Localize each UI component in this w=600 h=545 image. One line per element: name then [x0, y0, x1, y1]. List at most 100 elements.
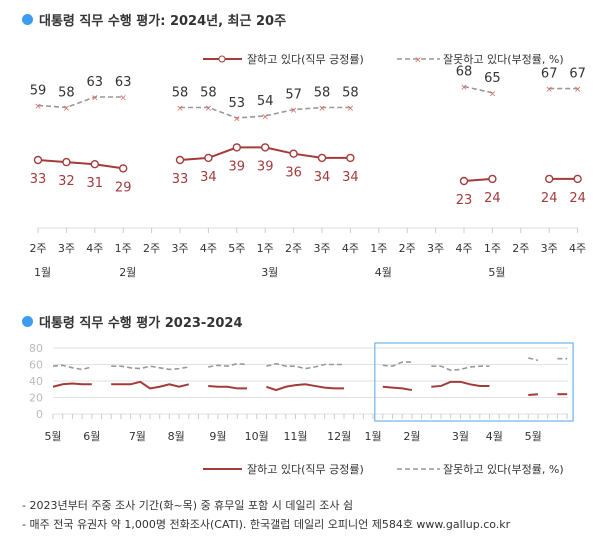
- legend-positive-label: 잘하고 있다(직무 긍정률): [247, 52, 364, 66]
- x-week-label: 2주: [512, 242, 529, 255]
- series-line-negative: [208, 362, 248, 368]
- x-week-label: 4주: [86, 242, 103, 255]
- data-label-positive: 32: [58, 174, 75, 189]
- data-point-positive: [90, 159, 100, 169]
- series-line-positive: [463, 177, 493, 182]
- data-point-positive: [317, 153, 327, 163]
- legend-positive-label: 잘하고 있다(직무 긍정률): [247, 462, 364, 476]
- x-month-label: 12월: [327, 430, 351, 443]
- data-point-positive: [232, 143, 242, 152]
- note-1: - 2023년부터 주중 조사 기간(화~목) 중 휴무일 포함 시 데일리 조…: [22, 499, 354, 512]
- x-month-label: 9월: [209, 430, 226, 443]
- data-label-negative: 57: [285, 88, 302, 103]
- x-week-label: 3주: [313, 242, 330, 255]
- x-week-label: 1주: [484, 242, 501, 255]
- x-week-label: 2주: [29, 242, 46, 255]
- data-label-negative: 63: [115, 75, 132, 90]
- data-label-negative: 58: [314, 86, 331, 101]
- x-week-label: 3주: [58, 242, 75, 255]
- data-label-positive: 31: [87, 176, 104, 191]
- data-point-positive: [204, 153, 213, 163]
- x-month-label: 11월: [283, 430, 307, 443]
- bullet-dot-icon: [22, 316, 33, 327]
- x-week-label: 3주: [427, 242, 444, 255]
- x-month-label: 8월: [168, 430, 185, 443]
- y-tick-label: 80: [29, 342, 43, 355]
- x-month-label: 5월: [44, 430, 61, 443]
- data-point-negative: ×: [63, 104, 71, 114]
- series-line-positive: [431, 380, 490, 388]
- x-week-label: 4주: [455, 242, 472, 255]
- data-label-positive: 23: [456, 193, 473, 208]
- x-month-label: 4월: [486, 430, 503, 443]
- data-label-positive: 39: [229, 159, 246, 174]
- data-label-positive: 33: [30, 172, 47, 187]
- series-line-negative: [528, 357, 539, 362]
- data-point-negative: ×: [176, 104, 184, 114]
- legend-negative-label: 잘못하고 있다(부정률, %): [443, 52, 564, 66]
- data-label-positive: 24: [484, 191, 501, 206]
- series-line-negative: [180, 106, 351, 119]
- x-month-label: 3월: [452, 430, 469, 443]
- x-month-label: 6월: [83, 430, 100, 443]
- x-week-label: 4주: [200, 242, 217, 255]
- x-week-label: 3주: [171, 242, 188, 255]
- series-line-negative: [266, 362, 344, 370]
- highlight-box-recent-20-weeks: [374, 342, 574, 422]
- data-label-negative: 53: [229, 96, 246, 111]
- note-2: - 매주 전국 유권자 약 1,000명 전화조사(CATI). 한국갤럽 데일…: [22, 518, 511, 531]
- series-line-negative: [37, 96, 124, 109]
- data-point-negative: ×: [205, 104, 213, 114]
- data-point-negative: ×: [119, 94, 127, 104]
- series-line-negative: [52, 364, 92, 371]
- series-line-positive: [111, 380, 190, 390]
- data-label-positive: 33: [172, 172, 189, 187]
- data-label-negative: 65: [484, 71, 501, 86]
- data-label-negative: 58: [342, 86, 359, 101]
- x-month-label: 2월: [119, 266, 136, 279]
- x-month-label: 1월: [34, 266, 51, 279]
- data-label-negative: 67: [569, 67, 586, 82]
- y-tick-label: 20: [29, 392, 43, 405]
- chart-1-title-text: 대통령 직무 수행 평가: 2024년, 최근 20주: [39, 14, 287, 29]
- x-week-label: 1주: [370, 242, 387, 255]
- data-point-negative: ×: [233, 115, 241, 125]
- data-point-positive: [346, 153, 355, 163]
- data-label-positive: 36: [285, 166, 302, 181]
- series-line-positive: [528, 393, 539, 397]
- x-month-label: 10월: [245, 430, 269, 443]
- x-month-label: 2월: [403, 430, 420, 443]
- data-point-negative: ×: [318, 104, 326, 114]
- data-point-negative: ×: [34, 102, 42, 112]
- series-line-negative: [111, 365, 189, 371]
- data-point-negative: ×: [347, 104, 355, 114]
- x-month-label: 4월: [375, 266, 392, 279]
- x-week-label: 4주: [342, 242, 359, 255]
- data-label-negative: 58: [200, 86, 217, 101]
- data-point-positive: [118, 164, 128, 173]
- x-week-label: 2주: [285, 242, 302, 255]
- x-month-label: 3월: [261, 266, 278, 279]
- data-label-negative: 63: [87, 75, 104, 90]
- data-point-positive: [545, 174, 554, 184]
- data-point-negative: ×: [545, 85, 553, 95]
- data-point-negative: ×: [460, 83, 468, 93]
- data-label-positive: 24: [569, 191, 586, 206]
- x-week-label: 1주: [257, 242, 274, 255]
- data-point-negative: ×: [261, 112, 269, 122]
- data-point-negative: ×: [91, 94, 99, 104]
- series-line-positive: [266, 383, 344, 392]
- x-week-label: 1주: [115, 242, 132, 255]
- x-week-label: 3주: [541, 242, 558, 255]
- data-point-positive: [33, 155, 43, 165]
- x-week-label: 2주: [399, 242, 416, 255]
- series-line-negative: [431, 365, 490, 372]
- chart-2-title-text: 대통령 직무 수행 평가 2023-2024: [39, 316, 243, 331]
- x-week-label: 5주: [228, 242, 245, 255]
- data-label-positive: 34: [314, 170, 331, 185]
- data-point-positive: [573, 174, 582, 184]
- data-label-negative: 59: [30, 83, 47, 98]
- series-line-positive: [52, 382, 92, 388]
- series-line-negative: [463, 85, 493, 94]
